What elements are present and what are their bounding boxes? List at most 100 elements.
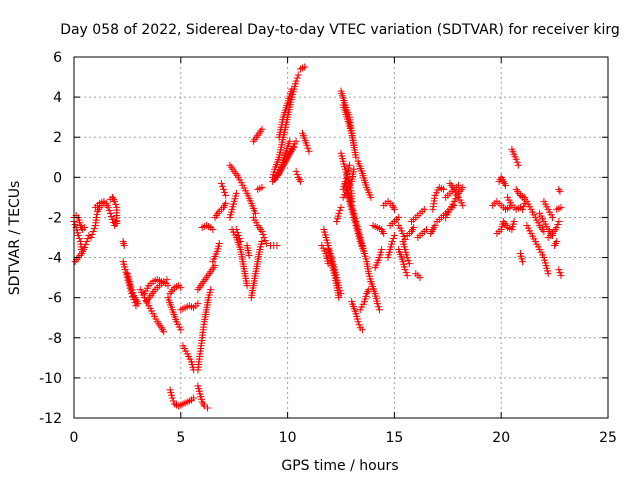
data-point-marker — [81, 223, 89, 231]
data-point-marker — [259, 230, 267, 238]
data-point-marker — [87, 234, 95, 241]
data-point-marker — [92, 213, 100, 221]
data-point-marker — [459, 201, 467, 209]
data-point-marker — [222, 199, 230, 207]
data-point-marker — [163, 276, 171, 284]
data-point-marker — [169, 397, 177, 405]
data-point-marker — [168, 394, 176, 402]
y-tick-label: -6 — [48, 291, 62, 307]
data-point-marker — [557, 203, 565, 211]
data-point-marker — [553, 223, 561, 231]
x-tick-label: 15 — [385, 430, 403, 446]
plot-frame — [73, 56, 609, 419]
data-point-marker — [544, 270, 552, 278]
data-point-marker — [71, 220, 79, 228]
data-point-marker — [335, 294, 343, 302]
data-point-marker — [459, 183, 467, 191]
data-point-marker — [519, 258, 527, 266]
y-tick-label: -8 — [48, 331, 62, 347]
data-point-marker — [245, 252, 253, 260]
data-point-marker — [324, 260, 332, 268]
data-point-marker — [190, 394, 198, 402]
data-point-marker — [380, 229, 388, 237]
y-tick-label: -2 — [48, 210, 62, 226]
data-point-marker — [365, 286, 373, 294]
data-point-marker — [290, 143, 298, 151]
data-point-marker — [108, 215, 116, 223]
data-point-marker — [358, 326, 366, 334]
data-point-marker — [296, 177, 304, 185]
y-tick-label: 2 — [53, 130, 62, 146]
data-point-marker — [304, 144, 312, 152]
y-tick-label: 6 — [53, 50, 62, 66]
data-point-marker — [258, 238, 266, 246]
data-point-marker — [335, 209, 343, 217]
data-point-marker — [352, 153, 360, 161]
axis-ticks: 0 5 10 15 20 25 -12 -10 -8 -6 -4 -2 0 2 4 6 — [39, 50, 617, 446]
data-point-marker — [305, 147, 313, 155]
x-tick-label: 20 — [492, 430, 510, 446]
data-point-marker — [336, 206, 344, 214]
data-point-marker — [261, 237, 269, 245]
data-point-marker — [355, 321, 363, 329]
data-point-marker — [301, 63, 309, 71]
data-point-marker — [378, 246, 386, 254]
data-point-marker — [232, 225, 240, 233]
data-point-marker — [557, 272, 565, 280]
data-point-marker — [395, 213, 403, 221]
data-point-marker — [293, 170, 301, 178]
y-tick-label: -10 — [39, 371, 62, 387]
data-point-marker — [258, 227, 266, 235]
data-point-marker — [292, 137, 300, 145]
data-point-marker — [237, 238, 245, 246]
data-point-marker — [112, 200, 120, 208]
data-point-marker — [234, 231, 242, 239]
data-point-marker — [113, 219, 121, 227]
data-point-marker — [556, 187, 564, 195]
data-point-marker — [440, 185, 448, 193]
data-point-marker — [104, 203, 112, 211]
data-point-marker — [90, 224, 98, 232]
data-point-marker — [520, 202, 528, 210]
y-tick-label: 4 — [53, 90, 62, 106]
y-axis-label: SDTVAR / TECUs — [7, 181, 23, 296]
data-point-marker — [164, 282, 172, 290]
data-point-marker — [416, 274, 424, 282]
data-point-marker — [243, 282, 251, 290]
data-point-marker — [194, 300, 202, 308]
y-tick-label: 0 — [53, 170, 62, 186]
data-point-marker — [88, 230, 96, 238]
data-point-marker — [220, 185, 228, 193]
data-point-marker — [501, 181, 509, 189]
y-tick-label: -4 — [48, 251, 62, 267]
data-point-marker — [209, 225, 217, 233]
data-point-marker — [454, 181, 462, 189]
data-point-marker — [389, 235, 397, 243]
data-point-marker — [555, 217, 563, 225]
x-axis-label: GPS time / hours — [281, 458, 398, 474]
data-point-marker — [221, 188, 229, 196]
data-point-marker — [258, 125, 266, 133]
data-point-marker — [420, 205, 428, 213]
data-point-marker — [236, 235, 244, 243]
data-point-marker — [204, 404, 211, 412]
data-point-marker — [402, 269, 410, 277]
data-point-marker — [303, 141, 311, 149]
data-point-marker — [519, 205, 527, 213]
data-point-marker — [556, 269, 564, 277]
data-point-marker — [431, 221, 439, 229]
data-point-marker — [83, 238, 91, 246]
data-point-marker — [405, 260, 413, 268]
data-point-marker — [373, 300, 381, 308]
data-point-marker — [399, 229, 407, 237]
data-point-marker — [128, 286, 136, 294]
data-point-marker — [360, 250, 368, 258]
data-point-marker — [367, 193, 375, 201]
data-point-marker — [548, 213, 556, 221]
data-point-marker — [410, 223, 418, 231]
data-point-marker — [422, 225, 430, 233]
data-point-marker — [106, 209, 114, 217]
data-point-marker — [82, 241, 90, 249]
data-point-marker — [105, 206, 113, 214]
